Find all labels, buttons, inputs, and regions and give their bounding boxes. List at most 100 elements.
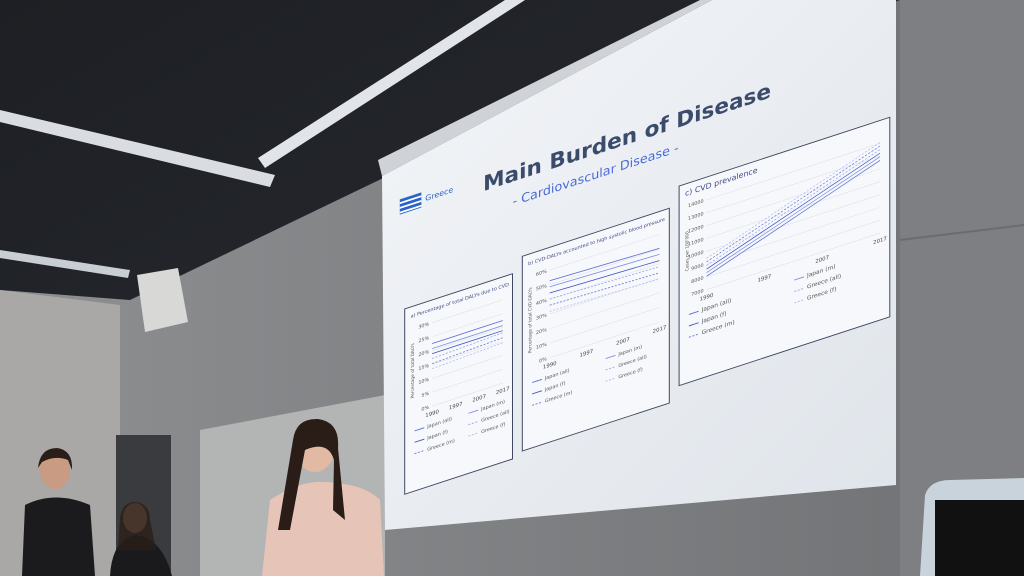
light-strip (0, 110, 275, 187)
grid-line (432, 313, 503, 337)
y-tick-label: 0% (421, 405, 429, 413)
legend-swatch (794, 276, 805, 281)
legend-swatch (414, 427, 425, 432)
flag-stripe (399, 199, 422, 209)
legend-swatch (414, 438, 425, 443)
grid-line (549, 307, 660, 344)
chart-panel: c) CVD prevalence14000130001200011000100… (678, 116, 891, 387)
screen-housing (378, 0, 712, 176)
speaker (137, 268, 188, 332)
y-tick-label: 30% (418, 321, 429, 330)
legend-swatch (688, 333, 699, 338)
trend-line (432, 330, 503, 355)
grid-line (706, 232, 881, 290)
panel-frame (521, 207, 670, 452)
trend-line (432, 325, 503, 350)
y-tick-label: 30% (536, 312, 547, 321)
x-tick-label: 2007 (616, 337, 630, 347)
y-tick-label: 15% (418, 363, 429, 372)
audience-member (22, 448, 95, 576)
trend-line (549, 260, 660, 294)
grid-line (549, 234, 660, 271)
y-tick-label: 10000 (688, 250, 704, 261)
x-tick-label: 2017 (873, 236, 887, 246)
legend-swatch (468, 432, 479, 437)
trend-line (549, 247, 660, 282)
legend-swatch (532, 378, 542, 384)
trend-line (432, 337, 503, 365)
chart-panel: a) Percentage of total DALYs due to CVD3… (404, 273, 513, 495)
trend-line (549, 278, 660, 312)
y-tick-label: 50% (536, 283, 547, 292)
trend-line (432, 332, 503, 360)
grid-line (432, 355, 503, 379)
y-tick-label: 11000 (688, 237, 704, 248)
y-tick-label: 13000 (688, 211, 704, 222)
grid-line (706, 143, 881, 201)
grid-line (706, 181, 881, 239)
y-tick-label: 12000 (688, 224, 704, 235)
grid-line (432, 368, 503, 393)
flag-stripe (399, 204, 422, 214)
grid-line (432, 299, 503, 324)
right-wall (900, 0, 1024, 576)
x-tick-label: 1990 (425, 409, 439, 419)
trend-line (432, 320, 503, 345)
grid-line (549, 321, 660, 359)
x-tick-label: 1997 (758, 274, 772, 284)
legend-swatch (794, 299, 805, 304)
trend-line (432, 342, 503, 370)
x-tick-label: 1990 (543, 361, 557, 371)
grid-line (549, 292, 660, 329)
y-tick-label: 5% (421, 391, 429, 399)
flag-stripe (399, 195, 422, 205)
y-tick-label: 0% (539, 356, 547, 364)
x-tick-label: 2017 (496, 386, 510, 396)
y-tick-label: 60% (536, 269, 547, 278)
trend-line (549, 253, 660, 288)
legend-swatch (605, 366, 616, 371)
y-tick-label: 7000 (691, 288, 703, 298)
x-tick-label: 1997 (449, 401, 463, 411)
light-strip (0, 250, 130, 278)
y-tick-label: 40% (536, 298, 547, 307)
x-tick-label: 2007 (815, 255, 829, 265)
y-tick-label: 20% (536, 327, 547, 336)
x-tick-label: 2007 (472, 394, 486, 404)
y-tick-label: 25% (418, 335, 429, 344)
grid-line (706, 194, 881, 252)
audience-member (110, 502, 172, 576)
grid-line (706, 207, 881, 265)
legend-swatch (794, 287, 805, 292)
y-tick-label: 10% (418, 377, 429, 386)
trend-line (706, 160, 881, 277)
laptop-screen (935, 500, 1024, 576)
grid-line (706, 220, 881, 278)
x-tick-label: 2017 (653, 325, 667, 335)
light-strip (258, 0, 525, 168)
legend-swatch (414, 450, 425, 455)
grid-line (432, 341, 503, 365)
x-tick-label: 1990 (700, 293, 714, 303)
legend-swatch (468, 421, 479, 426)
presenter (262, 418, 384, 576)
grid-line (706, 168, 881, 226)
y-tick-label: 10% (536, 342, 547, 351)
y-tick-label: 14000 (688, 199, 704, 210)
y-axis-label: Percentage of total CVD-DALYs (528, 286, 534, 354)
chart-panel: b) CVD-DALYs accounted to high systolic … (521, 207, 670, 452)
trend-line (706, 152, 881, 270)
legend-swatch (605, 354, 616, 360)
y-tick-label: 9000 (691, 263, 703, 273)
grid-line (549, 248, 660, 285)
y-axis-label: Percentage of total DALYs (410, 342, 416, 399)
legend-swatch (532, 390, 542, 395)
grid-line (706, 155, 881, 214)
legend-swatch (468, 409, 479, 414)
x-tick-label: 1997 (579, 349, 593, 359)
y-tick-label: 20% (418, 349, 429, 358)
grid-line (432, 382, 503, 407)
wall-seam (899, 224, 1024, 241)
trend-line (706, 156, 881, 273)
